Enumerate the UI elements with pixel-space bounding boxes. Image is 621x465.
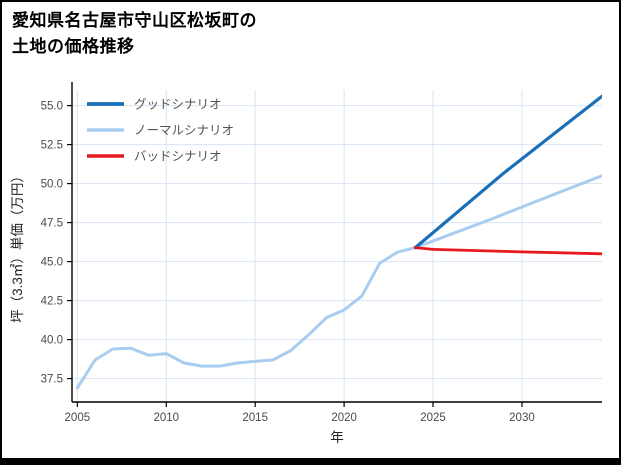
y-tick-label: 55.0	[41, 101, 63, 113]
x-tick-label: 2025	[420, 412, 446, 424]
x-axis-label: 年	[330, 430, 344, 445]
series-line-bad	[413, 246, 602, 256]
x-tick-label: 2020	[331, 412, 357, 424]
y-tick-label: 47.5	[41, 218, 63, 230]
chart-title: 愛知県名古屋市守山区松坂町の 土地の価格推移	[12, 8, 257, 59]
y-tick-label: 45.0	[41, 257, 63, 269]
legend-label-good: グッドシナリオ	[134, 98, 222, 112]
y-tick-label: 42.5	[41, 296, 63, 308]
x-tick-label: 2030	[509, 412, 535, 424]
chart-title-line1: 愛知県名古屋市守山区松坂町の	[12, 11, 257, 30]
y-tick-label: 40.0	[41, 335, 63, 347]
legend-label-normal: ノーマルシナリオ	[134, 124, 234, 138]
chart-title-line2: 土地の価格推移	[12, 36, 135, 56]
y-axis-label: 坪（3.3㎡）単価（万円）	[10, 169, 25, 323]
series-line-good	[413, 94, 602, 250]
bottom-border-bar	[2, 458, 619, 463]
x-tick-label: 2005	[65, 412, 91, 424]
x-tick-label: 2015	[242, 412, 268, 424]
land-price-trend-chart: 2005 2010 2015 2020 2025 2030 37.5 40.0 42.5 45.0…	[10, 82, 602, 445]
x-tick-label: 2010	[153, 412, 179, 424]
y-tick-label: 37.5	[41, 374, 63, 386]
y-tick-label: 50.0	[41, 179, 63, 191]
y-tick-label: 52.5	[41, 140, 63, 152]
series-line-normal	[75, 174, 602, 390]
legend-label-bad: バッドシナリオ	[134, 150, 222, 164]
chart-area: 2005 2010 2015 2020 2025 2030 37.5 40.0 42.5 45.0…	[2, 72, 619, 457]
